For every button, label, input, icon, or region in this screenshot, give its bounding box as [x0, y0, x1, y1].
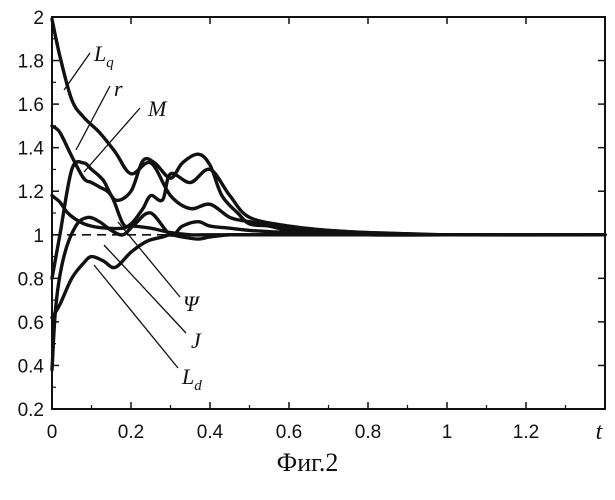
- y-tick-label: 2: [33, 8, 44, 29]
- y-tick-label: 0.6: [18, 313, 44, 334]
- x-tick-label: 1.2: [513, 422, 539, 440]
- x-tick-label: 0.4: [197, 422, 224, 440]
- series-label-L_d: Ld: [181, 364, 202, 394]
- figure-caption: Фиг.2: [0, 448, 615, 478]
- series-label-r: r: [114, 76, 123, 101]
- series-line-L_q: [52, 19, 605, 235]
- series-label-J: J: [191, 328, 202, 353]
- x-tick-label: 0.2: [118, 422, 144, 440]
- y-tick-label: 0.4: [18, 356, 45, 377]
- y-tick-label: 1: [33, 226, 44, 247]
- x-axis-label: t: [596, 419, 604, 440]
- leader-line-M: [84, 108, 140, 172]
- x-tick-label: 0.6: [276, 422, 302, 440]
- y-tick-label: 1.4: [18, 139, 45, 160]
- x-tick-label: 1: [442, 422, 453, 440]
- leader-line-L_d: [94, 265, 178, 368]
- chart: LqrMΨJLd 0.20.40.60.811.21.41.61.8200.20…: [0, 0, 615, 440]
- y-tick-label: 0.2: [18, 400, 44, 421]
- plot-frame: [52, 17, 605, 409]
- x-tick-label: 0.8: [355, 422, 381, 440]
- y-tick-label: 0.8: [18, 269, 44, 290]
- y-tick-label: 1.8: [18, 52, 44, 73]
- y-tick-label: 1.2: [18, 182, 44, 203]
- x-tick-label: 0: [47, 422, 58, 440]
- y-tick-label: 1.6: [18, 95, 44, 116]
- series-line-L_d: [52, 235, 605, 318]
- leader-line-L_q: [64, 53, 90, 90]
- series-label-L_q: Lq: [93, 41, 114, 71]
- series-label-Ψ: Ψ: [183, 291, 201, 316]
- series-label-M: M: [147, 96, 168, 121]
